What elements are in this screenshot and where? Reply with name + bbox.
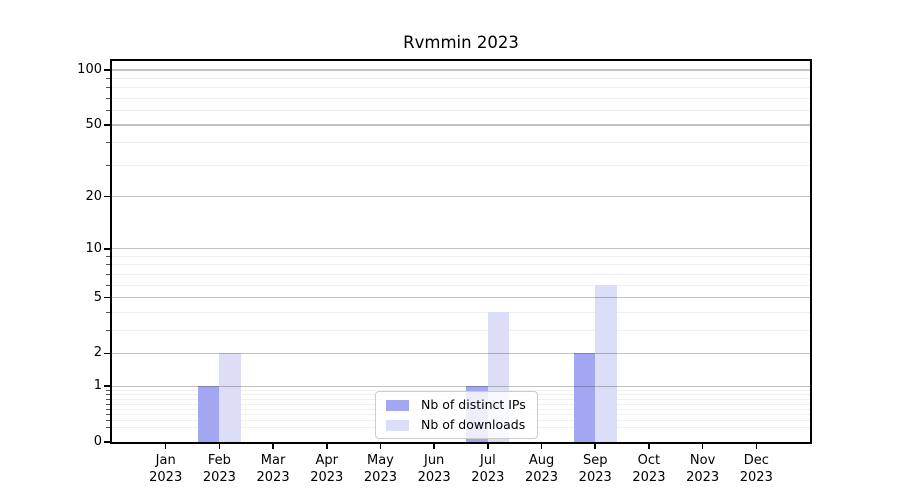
y-tick-mark-minor [106, 398, 110, 400]
y-tick-mark-minor [106, 164, 110, 166]
x-tick-mark-dec [755, 444, 758, 449]
x-tick-label-nov: Nov 2023 [686, 453, 720, 485]
gridline-2 [112, 352, 810, 355]
bar-nb-of-downloads-sep [595, 285, 617, 442]
y-tick-mark-minor [106, 426, 110, 428]
x-tick-label-feb: Feb 2023 [202, 453, 236, 485]
y-tick-mark-minor [106, 403, 110, 405]
y-tick-label-0: 0 [93, 434, 102, 449]
x-tick-mark-jan [164, 444, 167, 449]
legend: Nb of distinct IPs Nb of downloads [375, 391, 538, 439]
x-tick-label-may: May 2023 [363, 453, 397, 485]
y-tick-mark-minor [106, 142, 110, 144]
gridline-minor [112, 87, 810, 89]
gridline-1 [112, 385, 810, 387]
y-tick-mark [104, 247, 110, 250]
x-tick-mark-nov [701, 444, 704, 449]
y-tick-mark-minor [106, 394, 110, 396]
x-tick-label-mar: Mar 2023 [256, 453, 290, 485]
y-tick-mark-minor [106, 264, 110, 266]
gridline-minor [112, 311, 810, 313]
x-tick-label-jul: Jul 2023 [471, 453, 505, 485]
y-tick-mark [104, 441, 110, 443]
gridline-minor [112, 389, 810, 391]
x-tick-label-sep: Sep 2023 [578, 453, 612, 485]
y-tick-label-2: 2 [93, 345, 102, 361]
gridline-minor [112, 77, 810, 79]
x-tick-label-apr: Apr 2023 [310, 453, 344, 485]
x-tick-mark-oct [648, 444, 650, 449]
y-tick-mark-minor [106, 273, 110, 275]
legend-label-distinct-ips: Nb of distinct IPs [421, 397, 526, 412]
y-tick-mark-minor [106, 408, 110, 410]
y-tick-label-50: 50 [85, 117, 102, 133]
y-tick-mark [104, 69, 110, 71]
y-tick-mark-minor [106, 97, 110, 99]
y-tick-label-20: 20 [85, 188, 102, 204]
legend-swatch-distinct-ips [386, 399, 409, 411]
y-tick-mark [104, 124, 110, 126]
x-tick-mark-feb [218, 444, 221, 449]
gridline-5 [112, 296, 810, 299]
gridline-minor [112, 255, 810, 257]
legend-item-distinct-ips: Nb of distinct IPs [386, 398, 526, 412]
gridline-10 [112, 248, 810, 250]
y-tick-mark [104, 352, 110, 355]
gridline-minor [112, 110, 810, 112]
legend-item-downloads: Nb of downloads [386, 418, 526, 432]
y-tick-mark-minor [106, 389, 110, 391]
gridline-50 [112, 124, 810, 126]
y-tick-mark [104, 385, 110, 387]
bar-nb-of-distinct-ips-sep [573, 353, 596, 442]
y-tick-label-1: 1 [93, 378, 102, 394]
gridline-minor [112, 97, 810, 99]
x-tick-mark-jul [487, 444, 489, 449]
x-tick-label-dec: Dec 2023 [739, 453, 773, 485]
chart-title: Rvmmin 2023 [403, 33, 519, 52]
y-tick-mark-minor [106, 87, 110, 89]
gridline-20 [112, 195, 810, 198]
y-tick-mark-minor [106, 77, 110, 79]
y-tick-label-10: 10 [85, 240, 102, 256]
x-tick-label-aug: Aug 2023 [524, 453, 559, 485]
gridline-minor [112, 264, 810, 266]
x-tick-mark-may [379, 444, 382, 449]
y-tick-mark-minor [106, 414, 110, 416]
y-tick-mark [104, 195, 110, 198]
y-tick-label-5: 5 [93, 289, 102, 305]
gridline-minor [112, 284, 810, 286]
y-tick-mark-minor [106, 110, 110, 112]
x-tick-label-oct: Oct 2023 [632, 453, 666, 485]
bar-nb-of-distinct-ips-feb [197, 386, 220, 442]
y-tick-label-100: 100 [77, 62, 102, 77]
y-tick-mark-minor [106, 255, 110, 257]
gridline-100 [112, 69, 810, 71]
x-tick-mark-sep [594, 444, 597, 449]
y-tick-mark [104, 296, 110, 299]
x-tick-mark-jun [433, 444, 435, 449]
gridline-minor [112, 329, 810, 331]
x-tick-mark-mar [272, 444, 274, 449]
y-tick-mark-minor [106, 420, 110, 422]
gridline-minor [112, 273, 810, 275]
bar-nb-of-downloads-feb [219, 353, 241, 442]
legend-swatch-downloads [386, 419, 409, 431]
gridline-minor [112, 142, 810, 144]
x-tick-mark-apr [325, 444, 328, 449]
plot-area: Nb of distinct IPs Nb of downloads [110, 59, 812, 444]
legend-label-downloads: Nb of downloads [421, 417, 526, 432]
x-tick-label-jun: Jun 2023 [417, 453, 451, 485]
y-tick-mark-minor [106, 329, 110, 331]
gridline-minor [112, 164, 810, 166]
y-tick-mark-minor [106, 311, 110, 313]
x-tick-label-jan: Jan 2023 [149, 453, 183, 485]
x-tick-mark-aug [540, 444, 543, 449]
y-tick-mark-minor [106, 284, 110, 286]
